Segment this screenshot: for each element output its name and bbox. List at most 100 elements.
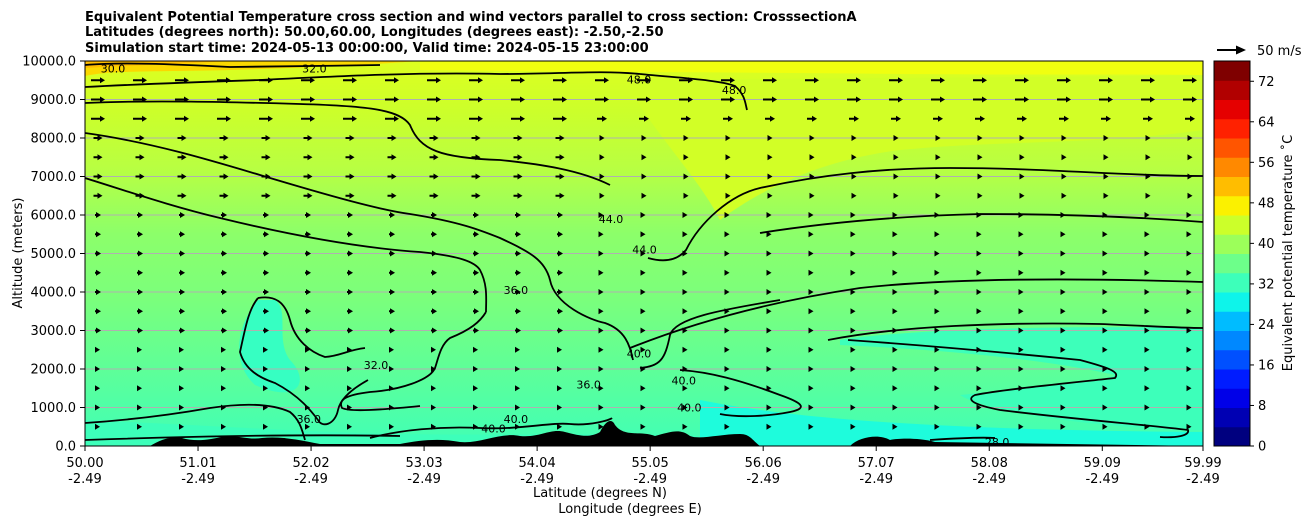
wind-vector bbox=[1102, 327, 1108, 334]
wind-vector bbox=[513, 173, 523, 180]
wind-vector bbox=[389, 366, 394, 372]
wind-vector bbox=[976, 269, 982, 276]
colorbar-tick-label: 56 bbox=[1258, 156, 1275, 171]
wind-vector bbox=[765, 115, 775, 122]
wind-vector bbox=[305, 346, 310, 353]
quiver-key-arrow-head bbox=[1236, 45, 1246, 55]
y-tick-label: 9000.0 bbox=[31, 93, 77, 108]
y-axis-label: Altitude (meters) bbox=[11, 198, 26, 309]
wind-vector bbox=[724, 346, 730, 353]
wind-vector bbox=[221, 269, 227, 276]
wind-vector bbox=[682, 346, 688, 353]
wind-vector bbox=[808, 308, 814, 315]
wind-vector bbox=[389, 212, 395, 218]
wind-vector bbox=[893, 154, 899, 161]
wind-vector bbox=[1187, 192, 1193, 199]
x-tick-label-lat: 57.07 bbox=[858, 456, 895, 471]
wind-vector bbox=[347, 212, 353, 218]
wind-vector bbox=[1102, 404, 1108, 411]
wind-vector bbox=[1017, 115, 1027, 122]
wind-vector bbox=[345, 135, 355, 141]
wind-vector bbox=[303, 192, 313, 199]
wind-vector bbox=[724, 289, 730, 295]
wind-vector bbox=[599, 173, 605, 180]
wind-vector bbox=[977, 192, 983, 199]
colorbar-swatch bbox=[1214, 253, 1250, 274]
wind-vector bbox=[177, 154, 187, 161]
wind-vector bbox=[95, 250, 101, 257]
wind-vector bbox=[137, 423, 142, 430]
contour-label: 48.0 bbox=[627, 73, 652, 86]
wind-vector bbox=[598, 289, 604, 295]
wind-vector bbox=[473, 346, 478, 353]
colorbar-label: Equivalent potential temperature ˚C bbox=[1280, 135, 1296, 371]
wind-vector bbox=[1061, 192, 1067, 199]
wind-vector bbox=[1102, 212, 1108, 218]
colorbar-tick-label: 32 bbox=[1258, 277, 1275, 292]
wind-vector bbox=[767, 173, 773, 180]
wind-vector bbox=[431, 423, 436, 430]
wind-vector bbox=[599, 135, 605, 141]
wind-vector bbox=[135, 173, 145, 180]
wind-vector bbox=[431, 212, 437, 218]
wind-vector bbox=[515, 231, 521, 238]
wind-vector bbox=[851, 135, 857, 141]
title-line-2: Latitudes (degrees north): 50.00,60.00, … bbox=[85, 25, 664, 40]
wind-vector bbox=[892, 308, 898, 315]
wind-vector bbox=[221, 327, 227, 334]
wind-vector bbox=[553, 77, 567, 84]
wind-vector bbox=[933, 115, 943, 122]
wind-vector bbox=[305, 212, 311, 218]
wind-vector bbox=[557, 231, 563, 238]
wind-vector bbox=[1060, 308, 1066, 315]
wind-vector bbox=[95, 404, 100, 411]
wind-vector bbox=[598, 327, 604, 334]
wind-vector bbox=[133, 115, 147, 122]
wind-vector bbox=[95, 385, 100, 392]
contour-label: 32.0 bbox=[302, 63, 327, 76]
wind-vector bbox=[934, 308, 940, 315]
wind-vector bbox=[469, 96, 483, 103]
colorbar-swatch bbox=[1214, 61, 1250, 81]
wind-vector bbox=[179, 269, 185, 276]
wind-vector bbox=[515, 423, 520, 430]
wind-vector bbox=[389, 231, 395, 238]
wind-vector bbox=[95, 346, 100, 353]
wind-vector bbox=[1141, 96, 1155, 103]
x-tick-label-lon: -2.49 bbox=[1186, 472, 1220, 487]
contour-label: 32.0 bbox=[364, 359, 389, 372]
wind-vector bbox=[175, 96, 189, 103]
wind-vector bbox=[1185, 115, 1195, 122]
wind-vector bbox=[385, 77, 399, 84]
wind-vector bbox=[1019, 192, 1025, 199]
wind-vector bbox=[935, 173, 941, 180]
wind-vector bbox=[640, 308, 646, 315]
wind-vector bbox=[133, 77, 147, 84]
wind-vector bbox=[219, 192, 229, 199]
wind-vector bbox=[683, 135, 689, 141]
wind-vector bbox=[1103, 154, 1109, 161]
wind-vector bbox=[1060, 423, 1066, 430]
wind-vector bbox=[766, 404, 772, 411]
colorbar-frame bbox=[1213, 60, 1251, 447]
wind-vector bbox=[1102, 289, 1108, 295]
colorbar-swatch bbox=[1214, 215, 1250, 235]
wind-vector bbox=[473, 423, 478, 430]
wind-vector bbox=[137, 327, 143, 334]
wind-vector bbox=[1141, 77, 1155, 84]
wind-vector bbox=[469, 77, 483, 84]
wind-vector bbox=[598, 385, 604, 392]
wind-vector bbox=[513, 192, 523, 199]
wind-vector bbox=[1143, 115, 1153, 122]
wind-vector bbox=[301, 96, 315, 103]
wind-vector bbox=[347, 404, 352, 411]
wind-vector bbox=[640, 385, 646, 392]
wind-vector bbox=[557, 423, 562, 430]
wind-vector bbox=[1145, 135, 1151, 141]
wind-vector bbox=[473, 231, 479, 238]
wind-vector bbox=[851, 154, 857, 161]
wind-vector bbox=[934, 212, 940, 218]
colorbar-tick-label: 24 bbox=[1258, 318, 1275, 333]
contour-line-28-right bbox=[929, 436, 996, 441]
wind-vector bbox=[892, 250, 898, 257]
